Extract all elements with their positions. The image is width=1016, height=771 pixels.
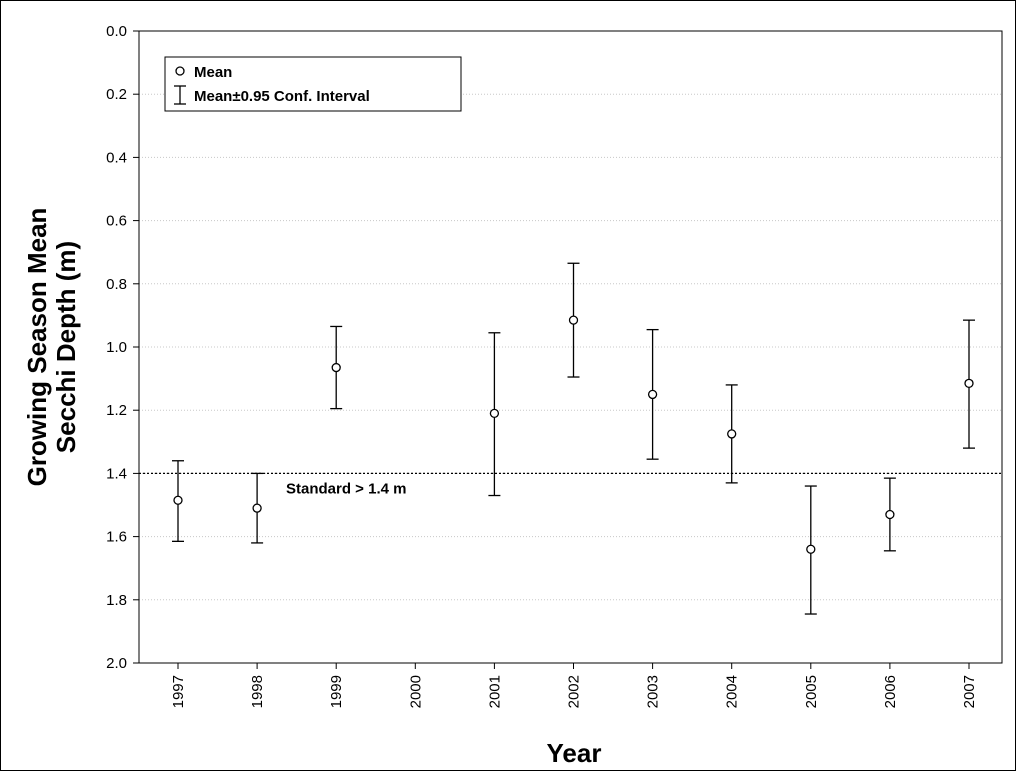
data-point-2006 [883, 477, 896, 552]
plot-area-border [138, 30, 1003, 664]
y-tick-label: 1.0 [106, 339, 127, 356]
x-tick-label: 2000 [407, 675, 424, 708]
y-tick-label: 1.2 [106, 402, 127, 419]
y-tick-label: 0.8 [106, 276, 127, 293]
x-tick-label: 2001 [486, 675, 503, 708]
x-tick-label: 2007 [961, 675, 978, 708]
y-tick-label: 2.0 [106, 655, 127, 672]
x-tick-label: 2006 [882, 675, 899, 708]
data-point-1997 [172, 460, 184, 542]
x-tick-label: 2005 [803, 675, 820, 708]
data-point-2005 [804, 485, 817, 615]
mean-marker [727, 429, 737, 439]
mean-marker [647, 389, 658, 400]
standard-reference-label: Standard > 1.4 m [286, 480, 406, 497]
mean-marker [252, 503, 262, 513]
mean-marker [964, 378, 974, 388]
y-tick-label: 0.4 [106, 149, 127, 166]
data-point-2001 [488, 332, 501, 497]
y-tick-label: 1.4 [106, 465, 127, 482]
mean-marker [806, 544, 816, 554]
data-point-2007 [963, 319, 975, 449]
y-tick-label: 1.6 [106, 529, 127, 546]
y-tick-label: 1.8 [106, 592, 127, 609]
gridlines [139, 93, 1002, 601]
data-series [172, 262, 975, 615]
legend-ci-marker [174, 85, 186, 105]
legend-ci-label: Mean±0.95 Conf. Interval [194, 88, 370, 105]
y-tick-label: 0.6 [106, 213, 127, 230]
x-tick-label: 1998 [249, 675, 266, 708]
mean-marker [173, 495, 183, 505]
mean-marker [568, 315, 579, 325]
legend-mean-label: Mean [194, 64, 232, 81]
data-point-2002 [567, 262, 580, 378]
data-point-2004 [725, 384, 738, 484]
mean-marker [331, 362, 341, 373]
x-tick-label: 2004 [724, 675, 741, 708]
x-axis-title: Year [547, 738, 602, 768]
y-axis-title-line1: Growing Season Mean [22, 208, 52, 487]
x-tick-label: 2003 [645, 675, 662, 708]
axes: 0.0 0.2 0.4 0.6 0.8 1.0 1.2 1.4 1.6 1.8 2.0 1997 199… [106, 23, 1003, 708]
mean-marker [885, 509, 895, 520]
x-tick-label: 1997 [170, 675, 187, 708]
legend: Mean Mean±0.95 Conf. Interval [164, 56, 462, 112]
data-point-1999 [330, 325, 343, 410]
y-axis-title-line2: Secchi Depth (m) [51, 241, 81, 453]
data-point-1998 [251, 472, 264, 544]
data-point-2003 [646, 328, 659, 460]
x-tick-label: 2002 [566, 675, 583, 708]
mean-marker [489, 408, 500, 419]
legend-mean-marker [175, 66, 185, 76]
x-tick-label: 1999 [328, 675, 345, 708]
reference-line-group: Standard > 1.4 m [139, 472, 1002, 497]
y-tick-label: 0.0 [106, 23, 127, 40]
y-tick-label: 0.2 [106, 86, 127, 103]
legend-box [164, 56, 462, 112]
